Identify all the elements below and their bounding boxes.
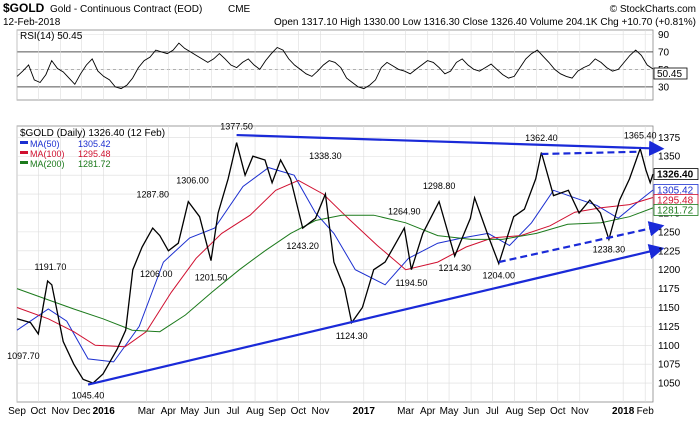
trendline (498, 221, 665, 264)
ma200-legend-value: 1281.72 (78, 159, 111, 169)
price-axis-tick-label: 1200 (658, 265, 681, 276)
price-axis-tick-label: 1175 (658, 284, 680, 295)
x-axis-tick-label: Aug (506, 406, 524, 417)
price-annotation-label: 1191.70 (34, 262, 66, 272)
ma50-last-value-label: 1305.42 (657, 185, 694, 196)
trendline (87, 244, 665, 386)
ma200-legend-label: MA(200) (30, 159, 65, 169)
x-axis-tick-label: 2018 (612, 406, 635, 417)
price-annotation-label: 1287.80 (136, 189, 169, 199)
ma200-last-value-box (653, 204, 699, 216)
price-axis-tick-label: 1350 (658, 152, 681, 163)
rsi-panel-frame (16, 29, 654, 101)
price-annotation-label: 1243.20 (286, 241, 319, 251)
price-annotation-label: 1298.80 (423, 181, 456, 191)
x-axis-tick-label: Nov (51, 406, 69, 417)
price-annotation-label: 1204.00 (483, 271, 516, 281)
price-series-line (16, 142, 654, 384)
x-axis-tick-label: 2016 (93, 406, 116, 417)
ma200-last-value-label: 1281.72 (657, 205, 694, 216)
rsi-legend: RSI(14) 50.45 (20, 31, 83, 42)
last-price-label: 1326.40 (657, 170, 694, 181)
price-annotation-label: 1214.30 (438, 263, 471, 273)
rsi-axis-tick-label: 30 (658, 82, 670, 93)
price-axis-tick-label: 1100 (658, 341, 680, 352)
x-axis-tick-label: Mar (138, 406, 156, 417)
price-annotation-label: 1365.40 (624, 131, 657, 141)
x-axis-tick-label: Jun (204, 406, 220, 417)
last-price-box (653, 168, 699, 180)
price-annotation-label: 1124.30 (336, 331, 368, 341)
x-axis-tick-label: May (180, 406, 199, 417)
symbol-title: $GOLD (3, 1, 45, 15)
price-annotation-label: 1206.00 (140, 269, 173, 279)
rsi-last-value-box (653, 67, 688, 80)
price-annotation-label: 1097.70 (7, 351, 40, 361)
ma50-legend-value: 1305.42 (78, 139, 111, 149)
x-axis-tick-label: Nov (571, 406, 589, 417)
rsi-panel: RSI(14) 50.45 90705030 50.45 (16, 29, 688, 101)
x-axis-tick-label: Aug (246, 406, 264, 417)
price-axis-tick-label: 1125 (658, 322, 680, 333)
x-axis-tick-label: Dec (73, 406, 91, 417)
x-axis-tick-label: Jul (227, 406, 240, 417)
price-annotation-label: 1338.30 (309, 151, 342, 161)
quote-line: Open 1317.10 High 1330.00 Low 1316.30 Cl… (274, 17, 696, 28)
ma50-legend-swatch (20, 141, 28, 144)
x-axis: Sep Oct Nov Dec 2016 Mar Apr May Jun Jul Aug Sep Oct… (8, 406, 654, 417)
x-axis-tick-label: Feb (637, 406, 655, 417)
trendline (236, 133, 665, 156)
price-annotation-label: 1306.00 (176, 176, 209, 186)
price-annotation-label: 1201.50 (195, 273, 228, 283)
price-axis-tick-label: 1375 (658, 133, 681, 144)
price-annotation-label: 1362.40 (525, 133, 558, 143)
ma100-legend-swatch (20, 151, 28, 154)
x-axis-tick-label: Oct (291, 406, 307, 417)
rsi-axis-tick-label: 70 (658, 47, 670, 58)
price-axis-tick-label: 1075 (658, 360, 681, 371)
x-axis-tick-label: Jun (463, 406, 479, 417)
date-label: 12-Feb-2018 (3, 17, 61, 28)
x-axis-tick-label: May (440, 406, 459, 417)
x-axis-tick-label: Jul (486, 406, 499, 417)
x-axis-tick-label: Oct (550, 406, 566, 417)
price-annotation-label: 1377.50 (220, 121, 253, 131)
instrument-description: Gold - Continuous Contract (EOD) (50, 4, 202, 15)
ma50-series-line (16, 167, 654, 363)
rsi-series-line (16, 42, 654, 90)
price-annotation-label: 1264.90 (388, 207, 421, 217)
x-axis-tick-label: Apr (420, 406, 436, 417)
trendline (541, 150, 641, 156)
ma200-series-line (16, 207, 654, 333)
price-panel-title: $GOLD (Daily) 1326.40 (12 Feb) (20, 128, 165, 139)
rsi-last-value: 50.45 (657, 69, 682, 80)
x-axis-tick-label: Oct (31, 406, 47, 417)
ma100-last-value-label: 1295.48 (657, 195, 694, 206)
price-annotation-label: 1045.40 (72, 391, 105, 401)
x-axis-tick-label: Sep (268, 406, 286, 417)
x-axis-tick-label: Apr (161, 406, 177, 417)
price-axis-tick-label: 1250 (658, 227, 681, 238)
x-axis-tick-label: Nov (312, 406, 330, 417)
price-axis-tick-label: 1050 (658, 379, 681, 390)
ma50-legend-label: MA(50) (30, 139, 60, 149)
price-axis-tick-label: 1225 (658, 246, 681, 257)
price-panel: 1191.70 1097.70 1045.40 1287.80 1206.00 1306.… (7, 121, 699, 403)
x-axis-tick-label: 2017 (353, 406, 376, 417)
exchange-label: CME (228, 4, 251, 15)
ma200-legend-swatch (20, 161, 28, 164)
rsi-axis-tick-label: 90 (658, 30, 670, 41)
price-annotation-label: 1194.50 (395, 278, 427, 288)
x-axis-tick-label: Sep (528, 406, 546, 417)
ma100-legend-label: MA(100) (30, 149, 65, 159)
price-annotation-label: 1238.30 (593, 245, 626, 255)
price-axis-tick-label: 1150 (658, 303, 680, 314)
x-axis-tick-label: Mar (397, 406, 415, 417)
ma100-series-line (16, 179, 654, 348)
copyright-text[interactable]: © StockCharts.com (610, 4, 696, 15)
x-axis-tick-label: Sep (8, 406, 26, 417)
ma100-legend-value: 1295.48 (78, 149, 111, 159)
